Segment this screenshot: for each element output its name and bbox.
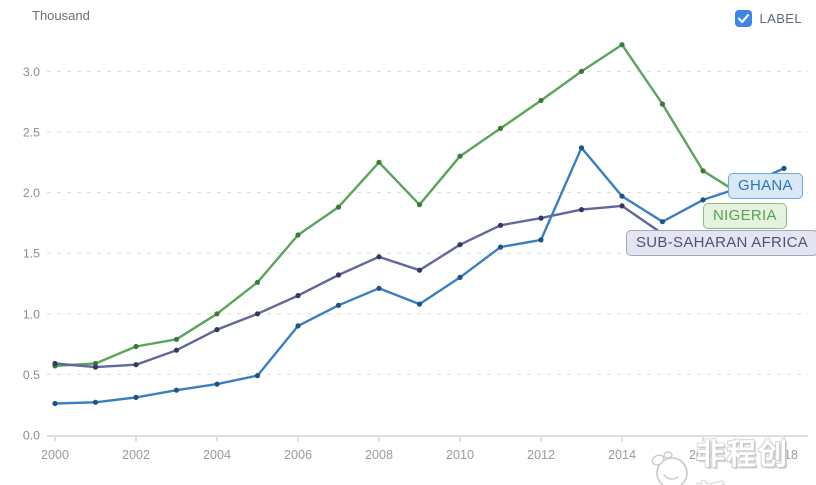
checkbox-checked-icon[interactable] xyxy=(734,10,752,27)
series-point-ghana xyxy=(214,381,220,387)
x-tick-label: 2008 xyxy=(365,448,393,462)
series-point-nigeria xyxy=(619,42,625,48)
label-toggle-text[interactable]: LABEL xyxy=(759,11,802,26)
series-point-ghana xyxy=(133,394,139,400)
x-tick-label: 2016 xyxy=(689,448,717,462)
series-point-sub-saharan-africa xyxy=(497,222,504,228)
x-tick-label: 2010 xyxy=(446,448,474,462)
watermark-text: 非程创新 xyxy=(696,439,790,485)
series-point-nigeria xyxy=(700,168,706,174)
series-point-sub-saharan-africa xyxy=(92,364,99,370)
series-point-ghana xyxy=(173,387,180,393)
series-point-ghana xyxy=(335,302,342,308)
series-point-sub-saharan-africa xyxy=(214,327,220,333)
series-point-sub-saharan-africa xyxy=(416,267,423,273)
series-point-ghana xyxy=(659,219,666,225)
series-point-nigeria xyxy=(335,204,342,210)
x-tick-label: 2014 xyxy=(608,448,636,462)
series-point-nigeria xyxy=(173,336,180,342)
watermark-logo-icon xyxy=(646,447,694,485)
series-label-nigeria[interactable]: NIGERIA xyxy=(703,203,787,229)
series-point-ghana xyxy=(578,145,585,151)
watermark: 非程创新 xyxy=(646,431,816,485)
series-point-nigeria xyxy=(457,153,463,159)
y-tick-label: 2.0 xyxy=(23,186,40,200)
series-line-ghana xyxy=(53,146,786,405)
series-point-ghana xyxy=(92,399,99,405)
series-point-sub-saharan-africa xyxy=(578,207,585,213)
x-tick-label: 2000 xyxy=(41,448,69,462)
series-point-ghana xyxy=(538,237,544,243)
series-point-nigeria xyxy=(254,279,261,285)
y-axis-unit-label: Thousand xyxy=(32,8,90,23)
series-point-nigeria xyxy=(376,159,382,165)
series-point-nigeria xyxy=(214,311,220,317)
series-point-ghana xyxy=(700,197,706,203)
y-tick-label: 1.0 xyxy=(23,307,40,321)
series-point-nigeria xyxy=(92,360,99,367)
series-point-sub-saharan-africa xyxy=(254,311,261,317)
x-tick-label: 2002 xyxy=(122,448,150,462)
series-point-ghana xyxy=(254,373,261,379)
series-point-ghana xyxy=(781,165,787,171)
y-tick-label: 2.5 xyxy=(23,126,40,140)
series-point-sub-saharan-africa xyxy=(295,293,301,299)
series-point-sub-saharan-africa xyxy=(133,362,139,368)
y-tick-label: 1.5 xyxy=(23,247,40,261)
label-toggle[interactable]: LABEL xyxy=(734,10,802,27)
series-point-ghana xyxy=(416,301,423,307)
y-tick-label: 0.5 xyxy=(23,368,40,382)
series-label-sub-saharan-africa[interactable]: SUB-SAHARAN AFRICA xyxy=(626,230,816,256)
series-point-ghana xyxy=(295,323,301,329)
series-point-nigeria xyxy=(659,101,666,107)
series-point-sub-saharan-africa xyxy=(619,203,625,209)
series-point-ghana xyxy=(497,244,504,250)
series-point-nigeria xyxy=(416,202,423,208)
series-point-ghana xyxy=(376,285,382,291)
x-tick-label: 2004 xyxy=(203,448,231,462)
y-tick-label: 3.0 xyxy=(23,65,40,79)
series-point-sub-saharan-africa xyxy=(52,360,58,367)
series-point-sub-saharan-africa xyxy=(173,347,180,353)
x-tick-label: 2018 xyxy=(770,448,798,462)
series-point-nigeria xyxy=(578,68,585,74)
series-point-nigeria xyxy=(295,232,301,238)
series-point-ghana xyxy=(619,193,625,199)
series-point-sub-saharan-africa xyxy=(335,272,342,278)
series-point-ghana xyxy=(52,400,58,407)
series-point-sub-saharan-africa xyxy=(538,215,544,221)
series-point-nigeria xyxy=(133,343,139,350)
series-label-ghana[interactable]: GHANA xyxy=(728,173,803,199)
series-point-sub-saharan-africa xyxy=(457,242,463,248)
series-point-ghana xyxy=(457,274,463,280)
y-tick-label: 0.0 xyxy=(23,429,40,443)
series-point-sub-saharan-africa xyxy=(376,254,382,260)
x-tick-label: 2012 xyxy=(527,448,555,462)
series-point-nigeria xyxy=(497,125,504,131)
series-point-nigeria xyxy=(538,97,544,104)
x-tick-label: 2006 xyxy=(284,448,312,462)
